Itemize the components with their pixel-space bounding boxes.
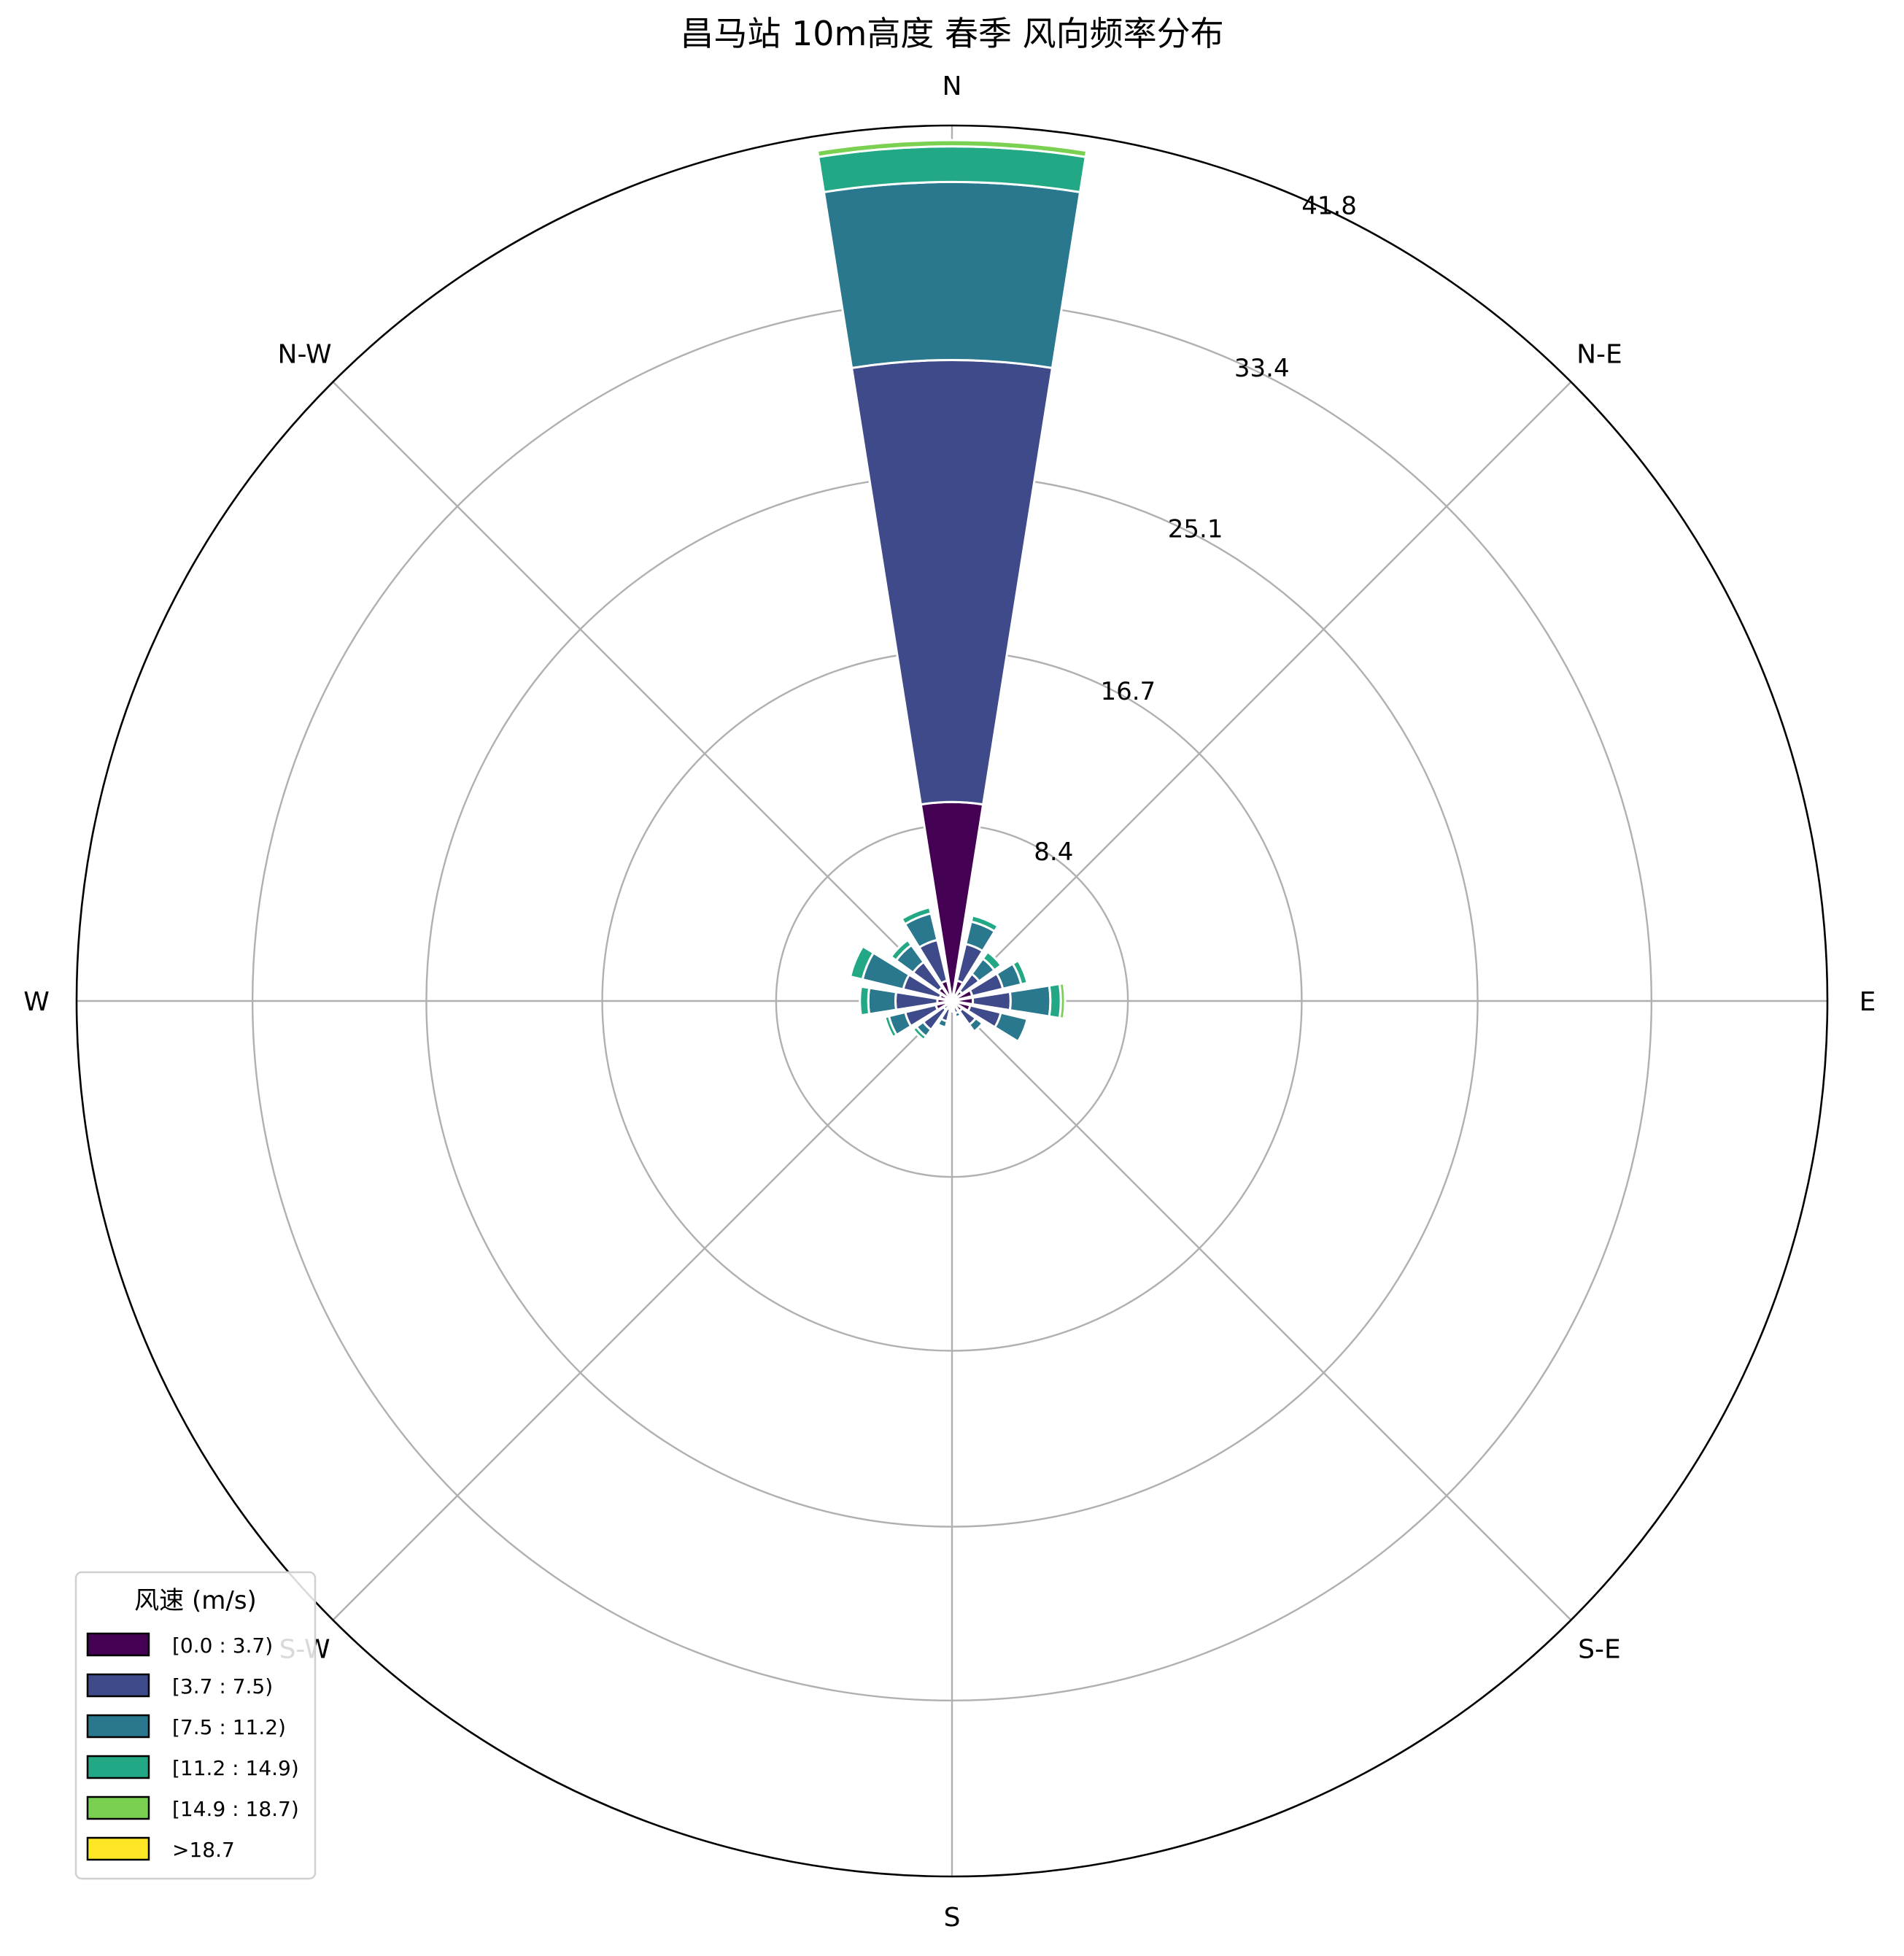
bar-sector-4-bin-2 bbox=[1008, 984, 1052, 1018]
direction-label-N-E: N-E bbox=[1576, 340, 1622, 370]
legend-label-5: >18.7 bbox=[172, 1838, 235, 1862]
bar-sector-3-bin-3 bbox=[1011, 959, 1029, 986]
legend-swatch-0 bbox=[86, 1632, 150, 1657]
direction-label-S-E: S-E bbox=[1578, 1634, 1621, 1664]
legend-label-1: [3.7 : 7.5) bbox=[172, 1674, 273, 1698]
outer-ring bbox=[75, 124, 1829, 1878]
bar-sector-14-bin-3 bbox=[889, 938, 913, 962]
legend-swatch-3 bbox=[86, 1755, 150, 1779]
bar-sector-7-bin-2 bbox=[953, 1010, 963, 1019]
bar-sector-2-bin-3 bbox=[981, 950, 1003, 972]
legend-title: 风速 (m/s) bbox=[134, 1586, 257, 1615]
bar-sector-0-bin-2 bbox=[822, 181, 1082, 370]
direction-labels: NN-EES-ESS-WWN-W bbox=[23, 71, 1876, 1933]
legend-swatch-2 bbox=[86, 1714, 150, 1739]
bar-sector-4-bin-4 bbox=[1058, 982, 1067, 1020]
radial-tick-labels: 8.4 16.7 25.1 33.4 41.8 bbox=[1034, 191, 1357, 867]
radial-tick-2: 25.1 bbox=[1168, 514, 1223, 544]
radial-tick-1: 16.7 bbox=[1100, 677, 1156, 706]
direction-label-S: S bbox=[944, 1903, 961, 1933]
radial-tick-4: 41.8 bbox=[1301, 191, 1357, 220]
grid-spoke-N-E bbox=[951, 381, 1572, 1002]
legend-label-2: [7.5 : 11.2) bbox=[172, 1715, 286, 1739]
bar-sector-13-bin-4 bbox=[846, 943, 864, 978]
legend-swatch-1 bbox=[86, 1673, 150, 1698]
direction-label-W: W bbox=[23, 987, 50, 1017]
bar-sector-1-bin-3 bbox=[970, 913, 1000, 933]
legend-swatch-4 bbox=[86, 1795, 150, 1820]
bar-sector-11-bin-3 bbox=[883, 1014, 899, 1039]
legend-label-3: [11.2 : 14.9) bbox=[172, 1756, 299, 1780]
bar-sector-12-bin-2 bbox=[867, 986, 898, 1016]
direction-label-E: E bbox=[1860, 987, 1876, 1017]
chart-title: 昌马站 10m高度 春季 风向频率分布 bbox=[680, 14, 1223, 53]
legend-label-4: [14.9 : 18.7) bbox=[172, 1797, 299, 1821]
direction-label-N-W: N-W bbox=[278, 340, 332, 370]
grid-spoke-N-W bbox=[332, 381, 953, 1002]
radial-tick-3: 33.4 bbox=[1234, 354, 1290, 383]
bar-sector-10-bin-3 bbox=[911, 1025, 928, 1042]
grid-spoke-S-W bbox=[332, 1000, 953, 1621]
grid-spoke-S-E bbox=[951, 1000, 1572, 1621]
bar-sector-0-bin-4 bbox=[816, 139, 1088, 158]
bar-sector-0-bin-1 bbox=[850, 359, 1054, 806]
bar-sector-6-bin-2 bbox=[967, 1016, 984, 1033]
radial-tick-0: 8.4 bbox=[1034, 838, 1073, 867]
bar-sector-5-bin-3 bbox=[1016, 1017, 1031, 1045]
bar-sector-15-bin-3 bbox=[899, 905, 932, 926]
legend-swatch-5 bbox=[86, 1836, 150, 1861]
bar-sector-9-bin-3 bbox=[934, 1022, 948, 1031]
wind-bars bbox=[816, 139, 1088, 1045]
legend: 风速 (m/s) [0.0 : 3.7) [3.7 : 7.5) [7.5 : 11.… bbox=[74, 1571, 317, 1880]
direction-label-N: N bbox=[943, 71, 962, 101]
legend-label-0: [0.0 : 3.7) bbox=[172, 1634, 273, 1658]
bar-sector-12-bin-3 bbox=[859, 985, 871, 1017]
